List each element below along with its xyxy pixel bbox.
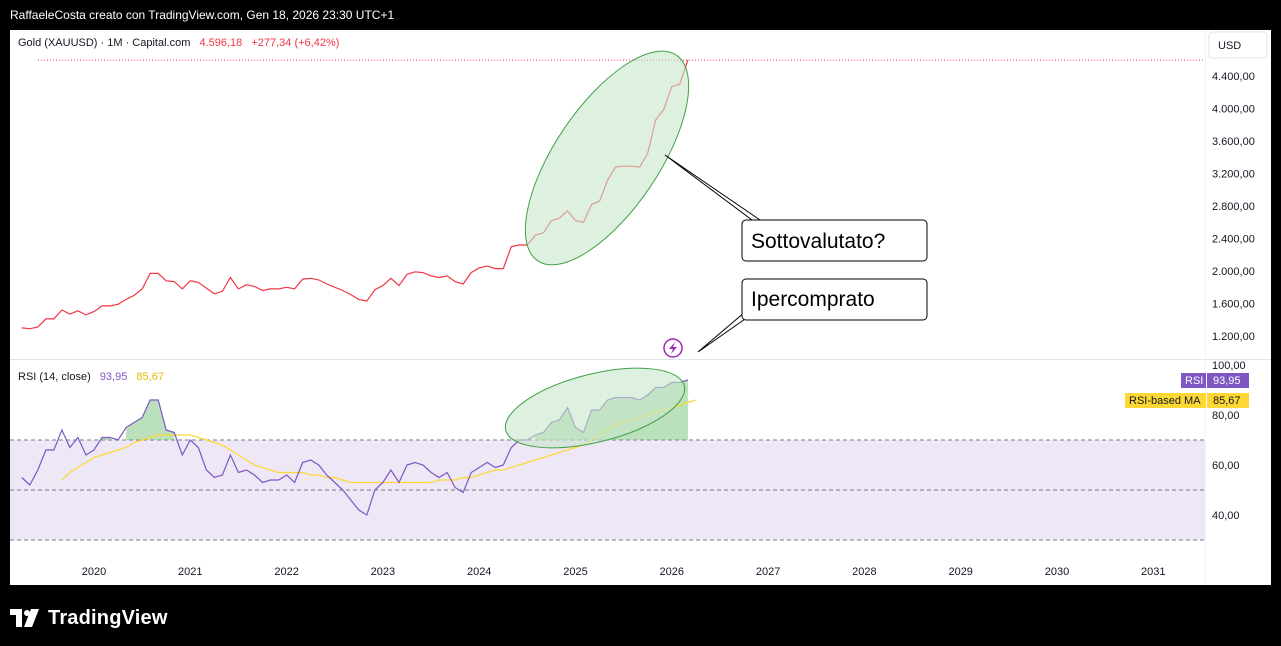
price-tick-label: 3.200,00 (1212, 169, 1255, 181)
time-tick-label: 2021 (178, 566, 202, 578)
rsi-tick-label: 100,00 (1212, 360, 1246, 372)
callout2-box (741, 278, 928, 321)
price-tick-label: 2.800,00 (1212, 201, 1255, 213)
rsi-legend-value: 93,95 (100, 371, 128, 383)
currency-label: USD (1218, 40, 1241, 52)
footer: TradingView (0, 590, 1281, 646)
rsi-tick-label: 60,00 (1212, 460, 1240, 472)
rsi-ma-badge-name: RSI-based MA (1129, 395, 1201, 407)
price-tick-label: 2.000,00 (1212, 266, 1255, 278)
rsi-tick-label: 40,00 (1212, 510, 1240, 522)
time-tick-label: 2022 (274, 566, 298, 578)
price-tick-label: 1.600,00 (1212, 299, 1255, 311)
price-tick-label: 3.600,00 (1212, 136, 1255, 148)
callout1-pointer (664, 154, 762, 221)
callout2-text: Ipercomprato (751, 288, 875, 311)
time-tick-label: 2023 (371, 566, 395, 578)
rsi-ellipse-highlight[interactable] (498, 353, 693, 463)
rsi-badge: RSI 93,95 (1181, 373, 1249, 388)
chart-frame[interactable]: Sottovalutato? Ipercomprato 1.200,00 1.60… (10, 30, 1271, 585)
tradingview-logo-icon (10, 609, 39, 627)
rsi-legend-label: RSI (14, close) (18, 371, 91, 383)
last-price: 4.596,18 (199, 37, 242, 49)
chart-header: RaffaeleCosta creato con TradingView.com… (0, 0, 1281, 30)
price-legend[interactable]: Gold (XAUUSD) · 1M · Capital.com 4.596,1… (18, 37, 339, 49)
price-tick-label: 2.400,00 (1212, 234, 1255, 246)
time-tick-label: 2028 (852, 566, 876, 578)
rsi-ma-legend-value: 85,67 (136, 371, 164, 383)
currency-button[interactable]: USD (1208, 31, 1268, 59)
time-tick-label: 2020 (82, 566, 106, 578)
callout-sottovalutato[interactable]: Sottovalutato? (664, 154, 928, 262)
time-tick-label: 2026 (660, 566, 684, 578)
price-ellipse-highlight[interactable] (495, 30, 720, 290)
price-tick-label: 4.400,00 (1212, 71, 1255, 83)
time-tick-label: 2024 (467, 566, 491, 578)
header-text: RaffaeleCosta creato con TradingView.com… (10, 8, 395, 22)
time-tick-label: 2031 (1141, 566, 1165, 578)
time-tick-label: 2029 (948, 566, 972, 578)
rsi-badge-name: RSI (1185, 375, 1203, 387)
chart-svg[interactable]: Sottovalutato? Ipercomprato 1.200,00 1.60… (10, 30, 1271, 585)
rsi-legend[interactable]: RSI (14, close) 93,95 85,67 (18, 371, 164, 383)
callout-ipercomprato[interactable]: Ipercomprato (697, 278, 928, 353)
rsi-ma-badge-value: 85,67 (1213, 395, 1241, 407)
callout1-text: Sottovalutato? (751, 230, 885, 253)
price-change: +277,34 (+6,42%) (251, 37, 339, 49)
time-tick-label: 2027 (756, 566, 780, 578)
lightning-icon[interactable] (663, 338, 683, 358)
rsi-ma-badge: RSI-based MA 85,67 (1125, 393, 1249, 408)
price-tick-label: 1.200,00 (1212, 331, 1255, 343)
rsi-tick-label: 80,00 (1212, 410, 1240, 422)
tradingview-logo-text: TradingView (48, 606, 168, 629)
rsi-badge-value: 93,95 (1213, 375, 1241, 387)
tradingview-logo[interactable]: TradingView (10, 604, 168, 632)
price-tick-label: 4.000,00 (1212, 104, 1255, 116)
time-tick-label: 2030 (1045, 566, 1069, 578)
symbol-label: Gold (XAUUSD) · 1M · Capital.com (18, 37, 190, 49)
time-tick-label: 2025 (563, 566, 587, 578)
callout1-box (741, 219, 928, 262)
